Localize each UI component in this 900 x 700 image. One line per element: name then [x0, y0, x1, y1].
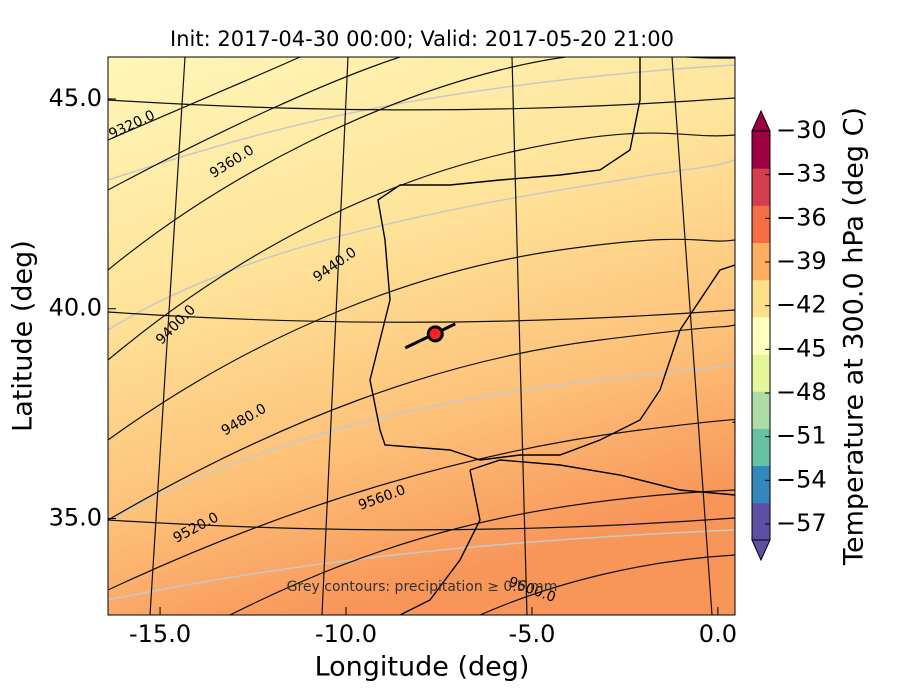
colorbar-frame [751, 130, 771, 541]
chart-title: Init: 2017-04-30 00:00; Valid: 2017-05-2… [170, 27, 674, 51]
precip-contours [108, 64, 735, 601]
y-tick-label: 45.0 [49, 84, 102, 112]
colorbar-segment [752, 205, 770, 244]
colorbar-segment [752, 279, 770, 318]
plot-frame [107, 56, 736, 616]
colorbar-tick-label: −39 [776, 247, 827, 275]
colorbar-segment [752, 465, 770, 504]
colorbar-segment [752, 242, 770, 281]
location-marker [426, 325, 444, 343]
colorbar-segment [752, 168, 770, 206]
colorbar-tick-label: −42 [776, 291, 827, 319]
height-contours [108, 57, 735, 615]
x-axis-label: Longitude (deg) [315, 652, 530, 683]
y-tick-label: 35.0 [49, 504, 102, 532]
colorbar-tick-label: −33 [776, 160, 827, 188]
colorbar-tick-label: −48 [776, 378, 827, 406]
annotation: Grey contours: precipitation ≥ 0.5 mm [287, 579, 558, 595]
colorbar-tick-label: −45 [776, 334, 827, 362]
x-tick-label: -5.0 [509, 620, 556, 648]
y-axis-label: Latitude (deg) [8, 240, 39, 432]
colorbar-segment [752, 354, 770, 392]
y-tick-label: 40.0 [49, 294, 102, 322]
colorbar-tick-label: −51 [776, 422, 827, 450]
graticule [108, 57, 735, 615]
coastline [369, 57, 735, 461]
colorbar-tick-label: −54 [776, 465, 827, 493]
x-tick-label: 0.0 [699, 620, 737, 648]
colorbar-tick-label: −30 [776, 116, 827, 144]
africa-coast [399, 459, 735, 615]
colorbar-label: Temperature at 300.0 hPa (deg C) [839, 107, 870, 566]
colorbar-segment [752, 316, 770, 355]
colorbar-segment [752, 391, 770, 429]
colorbar-tick-label: −36 [776, 203, 827, 231]
map [108, 57, 735, 615]
x-tick-label: -10.0 [315, 620, 377, 648]
colorbar-segment [752, 502, 770, 541]
x-tick-label: -15.0 [129, 620, 191, 648]
colorbar-segment [752, 131, 770, 169]
colorbar-segment [752, 428, 770, 467]
colorbar-extend-bottom [751, 539, 771, 562]
colorbar-tick-label: −57 [776, 509, 827, 537]
colorbar-extend-top [751, 109, 771, 132]
